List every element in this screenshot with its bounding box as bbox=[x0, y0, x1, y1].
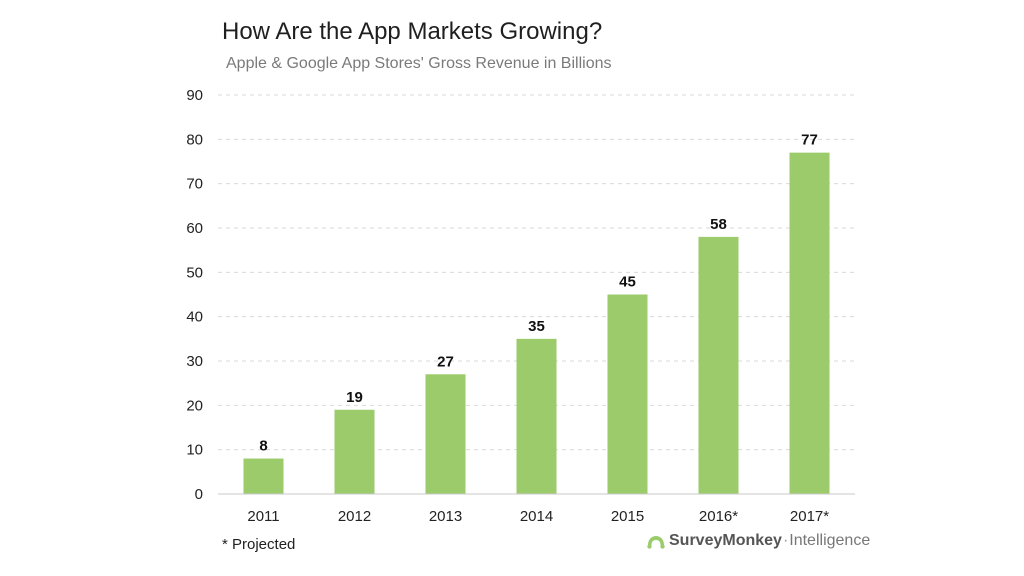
data-label: 58 bbox=[710, 216, 727, 233]
brand-separator: · bbox=[782, 532, 789, 549]
y-tick-label: 80 bbox=[186, 131, 203, 148]
bar-2011 bbox=[243, 458, 284, 494]
y-tick-label: 10 bbox=[186, 442, 203, 459]
data-label: 45 bbox=[619, 274, 636, 291]
x-tick-label: 2015 bbox=[611, 508, 644, 525]
y-tick-label: 70 bbox=[186, 176, 203, 193]
y-tick-label: 60 bbox=[186, 220, 203, 237]
x-tick-label: 2016* bbox=[699, 508, 738, 525]
bar-2015 bbox=[607, 294, 648, 494]
footnote-projected: * Projected bbox=[222, 536, 296, 553]
y-tick-label: 40 bbox=[186, 309, 203, 326]
bar-2016-projected bbox=[698, 236, 739, 494]
brand-product: Intelligence bbox=[789, 532, 871, 549]
brand-logo: SurveyMonkey · Intelligence bbox=[646, 531, 870, 551]
y-tick-label: 30 bbox=[186, 353, 203, 370]
bar-2013 bbox=[425, 374, 466, 494]
bar-2014 bbox=[516, 338, 557, 494]
data-label: 27 bbox=[437, 353, 454, 370]
data-label: 35 bbox=[528, 318, 545, 335]
brand-name: SurveyMonkey bbox=[669, 532, 782, 549]
data-label: 77 bbox=[801, 132, 818, 149]
monkey-logo-icon bbox=[647, 536, 665, 549]
data-label: 19 bbox=[346, 389, 363, 406]
x-tick-label: 2012 bbox=[338, 508, 371, 525]
bar-2017-projected bbox=[789, 152, 830, 494]
chart-subtitle: Apple & Google App Stores' Gross Revenue… bbox=[226, 55, 612, 72]
category-labels: 2011 2012 2013 2014 2015 2016* 2017* bbox=[247, 508, 829, 525]
value-labels: 8 19 27 35 45 58 77 bbox=[259, 132, 818, 455]
x-tick-label: 2017* bbox=[790, 508, 829, 525]
y-tick-label: 20 bbox=[186, 397, 203, 414]
x-tick-label: 2014 bbox=[520, 508, 553, 525]
y-axis-ticks: 0 10 20 30 40 50 60 70 80 90 bbox=[186, 87, 203, 503]
grid-lines bbox=[218, 94, 855, 451]
bars bbox=[243, 152, 830, 494]
x-tick-label: 2011 bbox=[247, 508, 279, 525]
data-label: 8 bbox=[259, 438, 267, 455]
bar-2012 bbox=[334, 409, 375, 494]
y-tick-label: 50 bbox=[186, 264, 203, 281]
chart-title: How Are the App Markets Growing? bbox=[222, 18, 603, 45]
y-tick-label: 0 bbox=[195, 486, 203, 503]
x-tick-label: 2013 bbox=[429, 508, 462, 525]
y-tick-label: 90 bbox=[186, 87, 203, 104]
